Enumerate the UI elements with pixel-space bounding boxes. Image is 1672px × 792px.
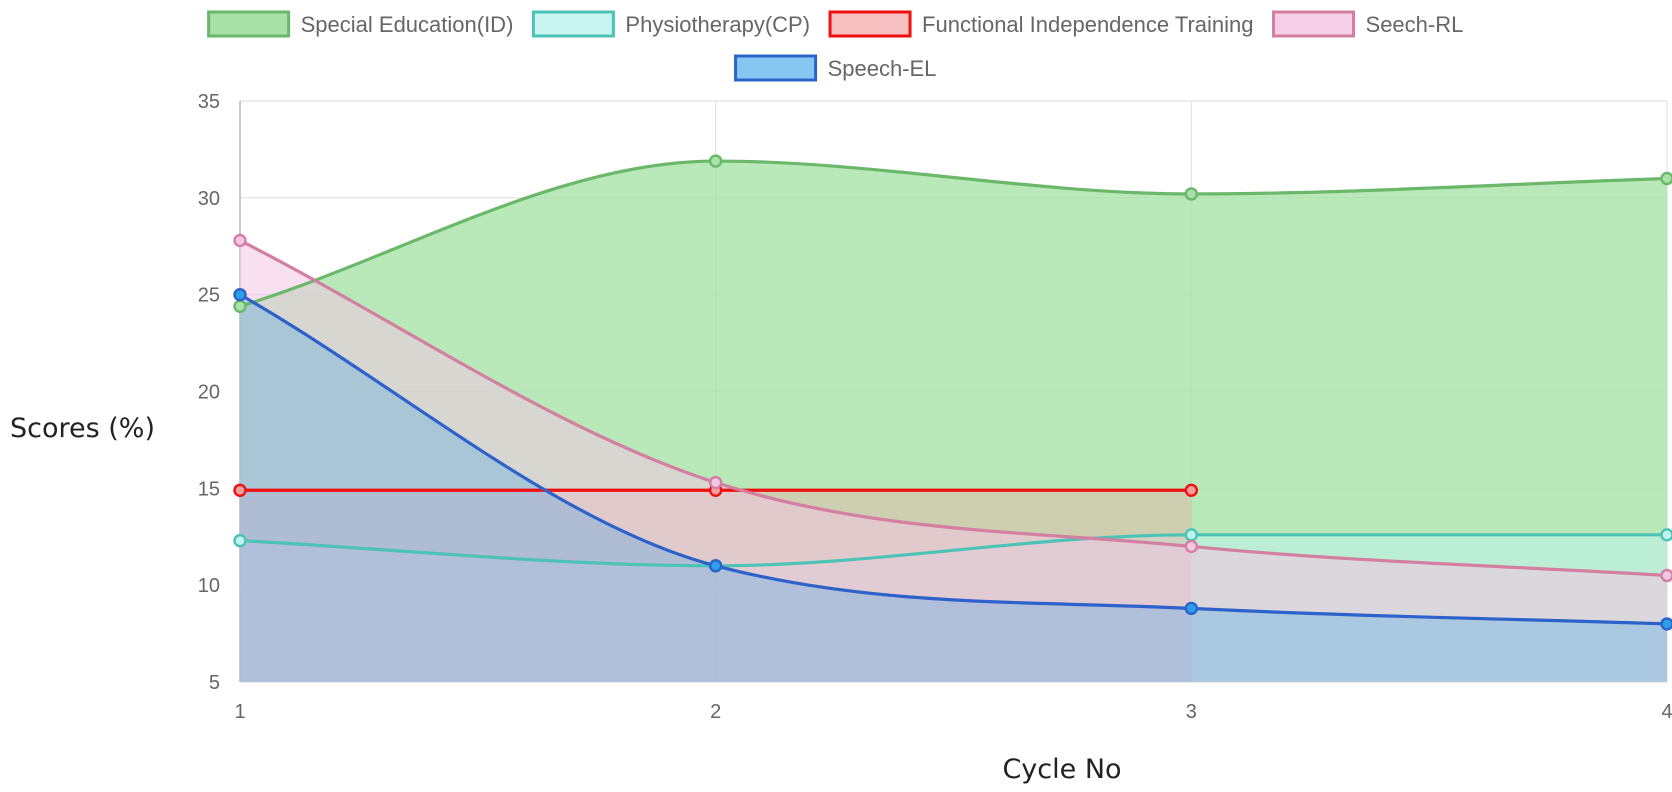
series-areas: [240, 161, 1667, 683]
y-tick-label: 10: [198, 575, 220, 597]
legend-label: Seech-RL: [1366, 12, 1464, 37]
y-tick-label: 35: [198, 91, 220, 113]
legend-item[interactable]: Functional Independence Training: [828, 10, 1254, 38]
data-point[interactable]: [233, 233, 247, 248]
x-axis-title: Cycle No: [1002, 754, 1121, 785]
legend-swatch: [1272, 10, 1356, 38]
legend-swatch: [207, 10, 291, 38]
data-point[interactable]: [1184, 539, 1199, 554]
y-tick-label: 30: [198, 188, 220, 210]
data-point[interactable]: [1660, 528, 1672, 542]
data-point[interactable]: [1184, 187, 1199, 201]
series-area: [240, 294, 1667, 682]
data-point[interactable]: [233, 287, 247, 302]
data-point[interactable]: [708, 154, 723, 168]
data-point[interactable]: [708, 475, 723, 490]
data-point[interactable]: [1184, 528, 1199, 542]
data-point[interactable]: [1184, 483, 1199, 497]
legend-label: Functional Independence Training: [922, 12, 1253, 37]
legend-label: Physiotherapy(CP): [625, 12, 810, 37]
series-points: [233, 154, 1672, 631]
chart-legend: Special Education(ID) Physiotherapy(CP) Fu…: [207, 10, 1464, 82]
data-point[interactable]: [708, 559, 723, 573]
series-line: [239, 293, 1668, 626]
x-tick-label: 4: [1661, 701, 1672, 723]
series-line: [239, 239, 1668, 578]
y-tick-label: 25: [198, 285, 220, 307]
x-tick-label: 3: [1186, 701, 1197, 723]
series-lines: [239, 159, 1668, 626]
legend-item[interactable]: Physiotherapy(CP): [531, 10, 810, 38]
data-point[interactable]: [1660, 568, 1672, 583]
y-tick-label: 15: [198, 478, 220, 500]
data-point[interactable]: [1184, 601, 1199, 616]
data-point[interactable]: [233, 533, 247, 548]
data-point[interactable]: [233, 483, 247, 497]
legend-label: Special Education(ID): [301, 12, 514, 37]
y-tick-label: 5: [209, 672, 220, 694]
data-point[interactable]: [1660, 171, 1672, 186]
legend-swatch: [531, 10, 615, 38]
legend-label: Speech-EL: [828, 56, 937, 81]
series-line: [239, 533, 1667, 568]
legend-swatch: [828, 10, 912, 38]
data-point[interactable]: [233, 299, 247, 313]
data-point[interactable]: [1660, 617, 1672, 631]
legend-item[interactable]: Special Education(ID): [207, 10, 514, 38]
y-axis-title: Scores (%): [10, 413, 155, 444]
legend-item[interactable]: Speech-EL: [734, 54, 937, 82]
legend-item[interactable]: Seech-RL: [1272, 10, 1464, 38]
legend-swatch: [734, 54, 818, 82]
x-tick-label: 2: [710, 701, 721, 723]
y-tick-label: 20: [198, 382, 220, 404]
series-line: [239, 159, 1668, 308]
axis-ticks: 5 10 15 20 25 30 35 1 2 3 4: [198, 91, 1672, 723]
series-area: [240, 240, 1667, 682]
x-tick-label: 1: [234, 701, 245, 723]
